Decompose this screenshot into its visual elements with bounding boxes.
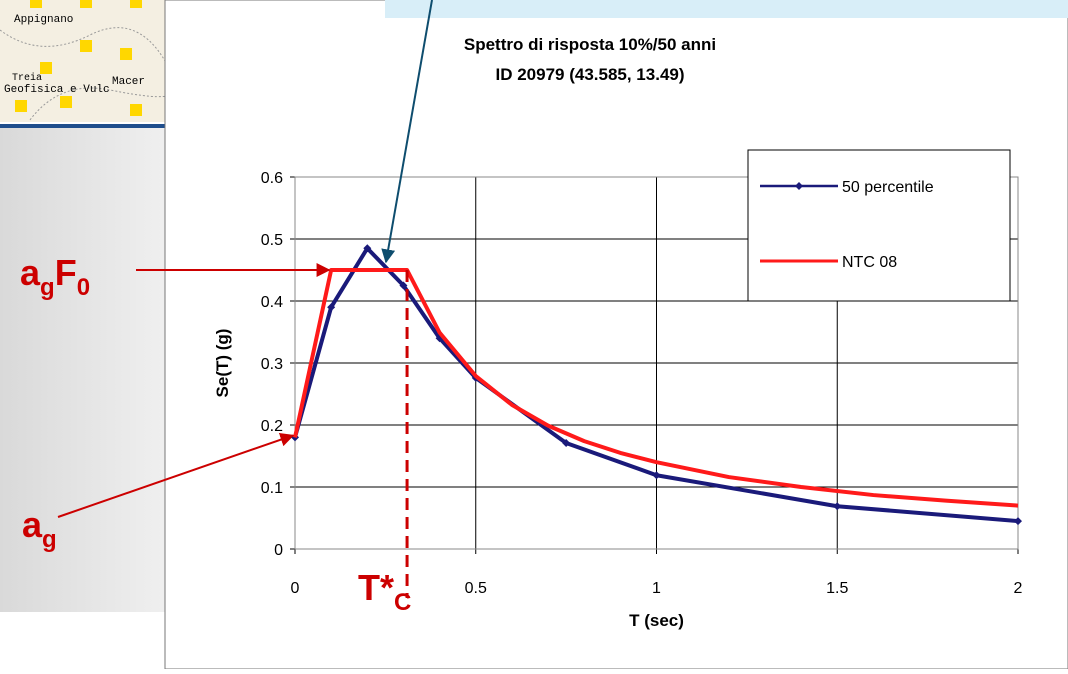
x-tick-label: 1.5 — [826, 580, 848, 597]
y-tick-label: 0.3 — [261, 356, 283, 373]
legend-label: NTC 08 — [842, 254, 897, 271]
y-tick-label: 0.6 — [261, 170, 283, 187]
y-tick-label: 0.2 — [261, 418, 283, 435]
top-strip — [385, 0, 1068, 18]
annotation-subscript: C — [394, 589, 411, 616]
annotation-text: a — [20, 252, 41, 293]
legend-label: 50 percentile — [842, 179, 934, 196]
x-tick-label: 0 — [291, 580, 300, 597]
chart-frame — [165, 0, 1068, 669]
x-tick-label: 0.5 — [465, 580, 487, 597]
y-tick-label: 0.1 — [261, 480, 283, 497]
x-axis-label: T (sec) — [629, 611, 684, 630]
page: {"map_labels":["Appignano","Treia","Geof… — [0, 0, 1068, 669]
map-label: Macer — [112, 76, 145, 88]
slide: Appignano Treia Geofisica e Vulc Macer S… — [0, 0, 1068, 669]
map-label: Geofisica e Vulc — [4, 84, 110, 96]
map-label: Appignano — [14, 14, 73, 26]
y-tick-label: 0.5 — [261, 232, 283, 249]
annotation-subscript: g — [42, 526, 57, 553]
x-tick-label: 1 — [652, 580, 661, 597]
annotation-subscript: g — [40, 274, 55, 301]
divider — [0, 124, 170, 128]
y-tick-label: 0 — [274, 542, 283, 559]
annotation-text: T* — [358, 567, 394, 608]
annotation-text: F — [55, 252, 77, 293]
x-tick-label: 2 — [1014, 580, 1023, 597]
legend — [748, 150, 1010, 301]
annotation-subscript: 0 — [77, 274, 90, 301]
y-tick-label: 0.4 — [261, 294, 283, 311]
chart-subtitle: ID 20979 (43.585, 13.49) — [495, 65, 684, 84]
chart-title: Spettro di risposta 10%/50 anni — [464, 35, 716, 54]
y-axis-label: Se(T) (g) — [213, 329, 232, 398]
annotation-text: a — [22, 504, 43, 545]
map-label: Treia — [12, 72, 42, 84]
